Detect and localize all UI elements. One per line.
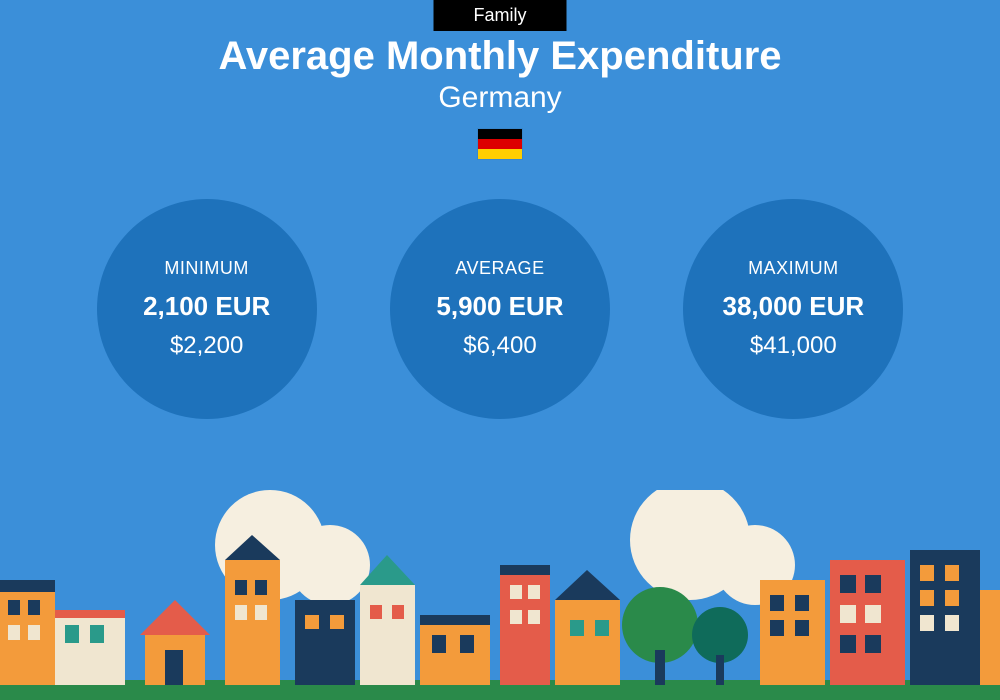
stat-secondary-value: $41,000 xyxy=(750,332,837,360)
stat-primary-value: 2,100 EUR xyxy=(143,291,270,322)
stat-label: MAXIMUM xyxy=(748,258,839,279)
stat-primary-value: 38,000 EUR xyxy=(722,291,864,322)
stat-label: AVERAGE xyxy=(455,258,544,279)
page-subtitle: Germany xyxy=(0,81,1000,115)
category-tag: Family xyxy=(434,0,567,31)
flag-stripe xyxy=(478,129,522,139)
page-title: Average Monthly Expenditure xyxy=(0,34,1000,79)
flag-stripe xyxy=(478,149,522,159)
category-tag-label: Family xyxy=(474,5,527,25)
cityscape-illustration xyxy=(0,490,1000,700)
stats-row: MINIMUM 2,100 EUR $2,200 AVERAGE 5,900 E… xyxy=(0,159,1000,419)
stat-circle-average: AVERAGE 5,900 EUR $6,400 xyxy=(390,199,610,419)
stat-secondary-value: $2,200 xyxy=(170,332,243,360)
stat-label: MINIMUM xyxy=(164,258,248,279)
flag-icon xyxy=(478,129,522,159)
stat-circle-maximum: MAXIMUM 38,000 EUR $41,000 xyxy=(683,199,903,419)
stat-secondary-value: $6,400 xyxy=(463,332,536,360)
stat-primary-value: 5,900 EUR xyxy=(436,291,563,322)
flag-stripe xyxy=(478,139,522,149)
stat-circle-minimum: MINIMUM 2,100 EUR $2,200 xyxy=(97,199,317,419)
